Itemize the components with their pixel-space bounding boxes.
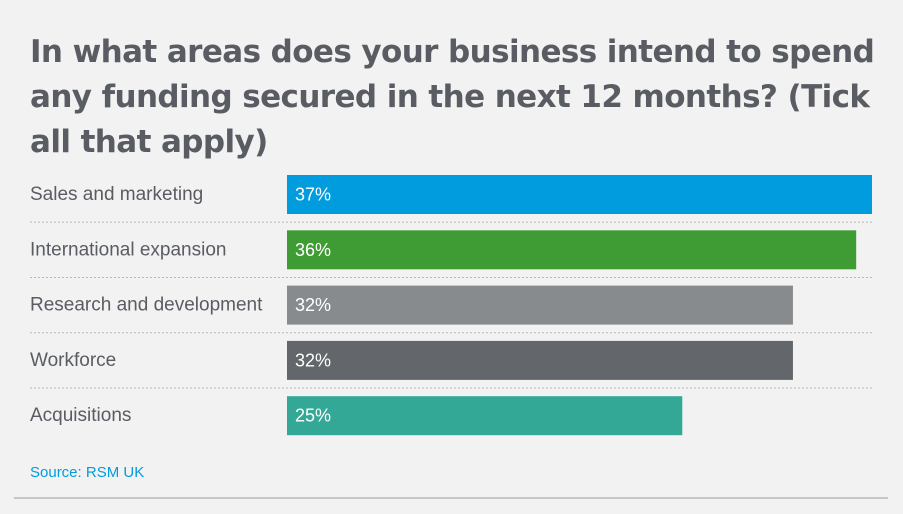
category-label: Research and development xyxy=(30,295,263,316)
bar-value-label: 36% xyxy=(295,240,331,260)
category-label: International expansion xyxy=(30,239,226,260)
chart-rows: Sales and marketing 37% International expa… xyxy=(30,175,872,436)
footer-divider xyxy=(14,497,888,499)
category-label: Sales and marketing xyxy=(30,184,203,205)
bar-value-label: 37% xyxy=(295,185,331,205)
bar-value-label: 32% xyxy=(295,350,331,370)
category-label: Workforce xyxy=(30,350,116,371)
bar-value-label: 25% xyxy=(295,406,331,426)
bar xyxy=(287,175,872,214)
source-note: Source: RSM UK xyxy=(30,464,145,481)
category-label: Acquisitions xyxy=(30,405,131,426)
bar xyxy=(287,230,857,270)
bar xyxy=(287,340,793,380)
bar xyxy=(287,285,793,325)
chart-title: In what areas does your business intend … xyxy=(30,34,875,160)
bar-value-label: 32% xyxy=(295,295,331,315)
bar xyxy=(287,396,683,436)
